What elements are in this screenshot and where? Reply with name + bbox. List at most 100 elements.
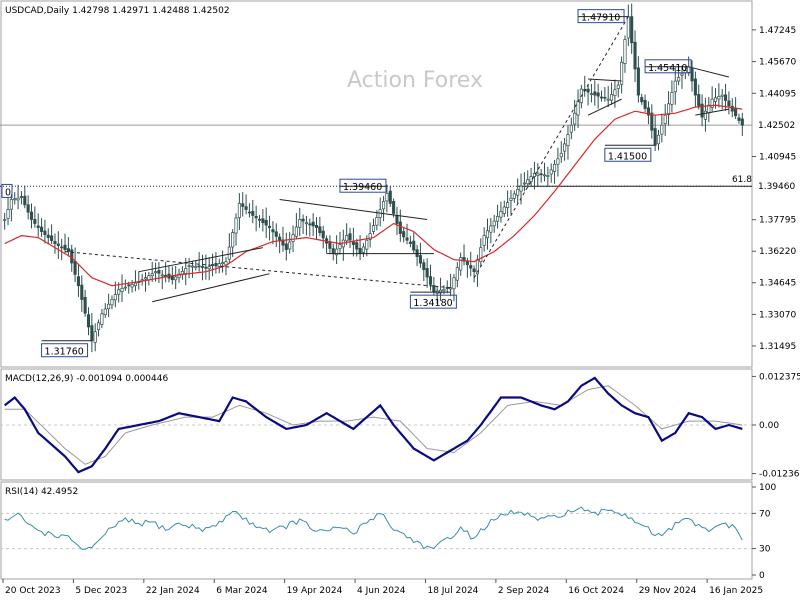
candle (257, 214, 262, 228)
candle (673, 67, 677, 105)
candle (143, 272, 148, 292)
candle (606, 86, 610, 108)
candle (656, 129, 661, 151)
candle-body (113, 294, 117, 301)
candle-body (375, 217, 379, 226)
candle-body (117, 289, 121, 295)
annotation-box (409, 294, 457, 309)
candle (623, 35, 627, 73)
candle-body (506, 202, 510, 209)
candle-body (549, 169, 553, 175)
macd-panel-title: MACD(12,26,9) -0.001094 0.000446 (5, 374, 168, 384)
candle (167, 265, 171, 283)
candle (284, 232, 288, 261)
candle (56, 231, 60, 260)
candle-body (677, 77, 681, 82)
candle (556, 147, 560, 177)
candle-body (107, 303, 111, 310)
candle-body (563, 143, 567, 152)
price-panel-title: USDCAD,Daily 1.42798 1.42971 1.42488 1.4… (5, 6, 230, 16)
candle (29, 203, 34, 229)
candle (157, 262, 161, 283)
candle (667, 91, 671, 126)
candle-body (284, 243, 288, 250)
current-price-tag-box (753, 119, 797, 132)
annotation-label: 1.34180 (413, 298, 452, 309)
candle-body (697, 94, 701, 107)
candle-body (130, 284, 134, 288)
candle-body (197, 265, 201, 268)
candle (680, 65, 684, 89)
candle (274, 223, 278, 247)
candle-body (311, 221, 315, 227)
candle-body (546, 175, 550, 178)
rsi-y-tick-label: 30 (759, 545, 771, 555)
candle (532, 161, 536, 190)
candle-body (479, 247, 483, 263)
candle-body (257, 218, 262, 221)
candle-body (395, 215, 399, 224)
fib-level-label: 61.8 (732, 175, 752, 185)
candle-body (33, 219, 37, 224)
candle-body (174, 276, 178, 281)
candle-body (318, 226, 322, 234)
candle-body (385, 193, 389, 202)
candle-body (459, 257, 463, 271)
candle-body (50, 235, 54, 241)
candle-body (412, 240, 416, 251)
candle-body (234, 217, 238, 234)
candle-body (700, 103, 704, 118)
candle (194, 260, 198, 271)
candle (19, 191, 23, 205)
candle-body (589, 93, 593, 95)
candle (700, 94, 704, 127)
candle (620, 56, 624, 94)
price-annotation: 1.45410 (644, 59, 692, 74)
candle (485, 218, 490, 250)
candle-body (653, 128, 657, 146)
annotation-label: 1.41500 (608, 151, 647, 162)
candle-body (274, 231, 278, 237)
candle-body (630, 16, 634, 44)
candle (449, 273, 453, 297)
candle (459, 252, 463, 276)
candle (331, 243, 335, 261)
candle-body (170, 275, 174, 281)
candle (499, 201, 503, 223)
candle (378, 197, 382, 227)
candle (321, 225, 325, 249)
candle-body (613, 89, 617, 97)
candle (76, 264, 80, 297)
candle (107, 293, 111, 318)
candle (563, 137, 567, 161)
candle (428, 264, 433, 291)
price-y-tick-label: 1.33070 (759, 310, 796, 320)
candle-body (271, 229, 275, 233)
candle-body (231, 232, 235, 248)
candle (452, 274, 456, 302)
candle (546, 166, 550, 187)
price-panel-frame (0, 0, 753, 368)
candle-body (720, 94, 724, 97)
candle-body (455, 267, 459, 281)
annotation-box (339, 178, 387, 193)
candle-body (371, 225, 376, 232)
candle (717, 83, 721, 108)
candle-body (264, 219, 268, 226)
candle-body (237, 203, 241, 218)
candle (613, 79, 617, 108)
candle-body (469, 265, 473, 269)
candle-body (620, 61, 624, 85)
candle (539, 169, 543, 183)
candle-body (663, 114, 667, 125)
candle-body (355, 242, 359, 250)
candle (727, 91, 731, 115)
candle-body (214, 263, 218, 266)
annotation-label: 1.39460 (343, 182, 382, 193)
price-annotation: 1.31760 (41, 340, 92, 358)
candle-body (261, 218, 265, 224)
candle-body (150, 273, 154, 277)
annotation-box (577, 9, 625, 24)
price-layer: 61.8 1.47910 1.45410 1.41500 1.39460 1.34180 1… (0, 3, 752, 358)
candle (677, 63, 681, 86)
